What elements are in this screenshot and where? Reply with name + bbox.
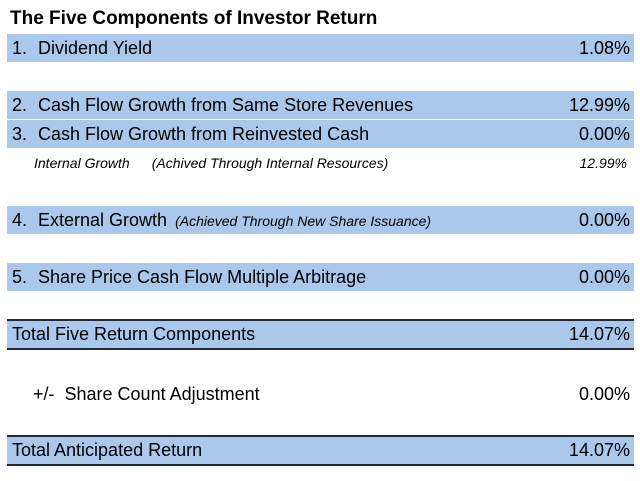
row-label: Total Five Return Components (12, 324, 256, 344)
row-same-store-growth: 2. Cash Flow Growth from Same Store Reve… (7, 91, 634, 119)
row-value: 14.07% (568, 440, 630, 460)
row-value: 0.00% (578, 383, 630, 404)
row-note: (Achived Through Internal Resources) (151, 155, 389, 171)
row-number: 5. (12, 266, 28, 287)
row-label-text: Internal Growth (34, 155, 130, 171)
row-label: 4. External Growth (Achieved Through New… (12, 210, 431, 231)
table-title: The Five Components of Investor Return (10, 8, 378, 29)
row-value: 0.00% (578, 123, 630, 144)
row-dividend-yield: 1. Dividend Yield 1.08% (7, 34, 634, 62)
row-number: 4. (12, 209, 28, 230)
row-internal-growth: Internal Growth (Achived Through Interna… (7, 149, 634, 177)
row-label: 5. Share Price Cash Flow Multiple Arbitr… (12, 267, 366, 288)
row-label-text: Dividend Yield (38, 37, 153, 58)
row-label: Total Anticipated Return (12, 440, 203, 460)
row-value: 1.08% (578, 37, 630, 58)
row-total-anticipated-return: Total Anticipated Return 14.07% (7, 435, 634, 466)
row-prefix: +/- (33, 383, 55, 404)
row-label: 1. Dividend Yield (12, 38, 152, 59)
row-value: 14.07% (568, 324, 630, 344)
row-label: 2. Cash Flow Growth from Same Store Reve… (12, 95, 413, 116)
row-note: (Achieved Through New Share Issuance) (175, 212, 432, 229)
row-external-growth: 4. External Growth (Achieved Through New… (7, 206, 634, 234)
row-number: 2. (12, 94, 28, 115)
row-value: 0.00% (578, 209, 630, 230)
row-label: Internal Growth (Achived Through Interna… (34, 155, 388, 171)
row-share-count-adjustment: +/- Share Count Adjustment 0.00% (7, 380, 634, 408)
row-total-components: Total Five Return Components 14.07% (7, 319, 634, 350)
row-value: 12.99% (579, 155, 627, 171)
row-value: 0.00% (578, 266, 630, 287)
row-label-text: Cash Flow Growth from Reinvested Cash (38, 123, 370, 144)
row-multiple-arbitrage: 5. Share Price Cash Flow Multiple Arbitr… (7, 263, 634, 291)
row-reinvested-cash-growth: 3. Cash Flow Growth from Reinvested Cash… (7, 120, 634, 148)
row-label-text: Cash Flow Growth from Same Store Revenue… (38, 94, 414, 115)
row-label-text: Share Price Cash Flow Multiple Arbitrage (38, 266, 367, 287)
row-number: 1. (12, 37, 28, 58)
row-number: 3. (12, 123, 28, 144)
row-label: 3. Cash Flow Growth from Reinvested Cash (12, 124, 369, 145)
row-value: 12.99% (568, 94, 630, 115)
row-label-text: Share Count Adjustment (64, 383, 260, 404)
row-label: +/- Share Count Adjustment (33, 384, 260, 405)
row-label-text: External Growth (38, 209, 168, 230)
